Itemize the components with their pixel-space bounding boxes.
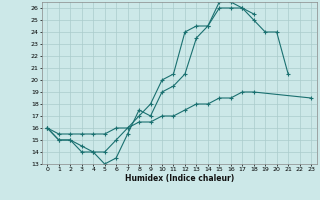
- X-axis label: Humidex (Indice chaleur): Humidex (Indice chaleur): [124, 174, 234, 183]
